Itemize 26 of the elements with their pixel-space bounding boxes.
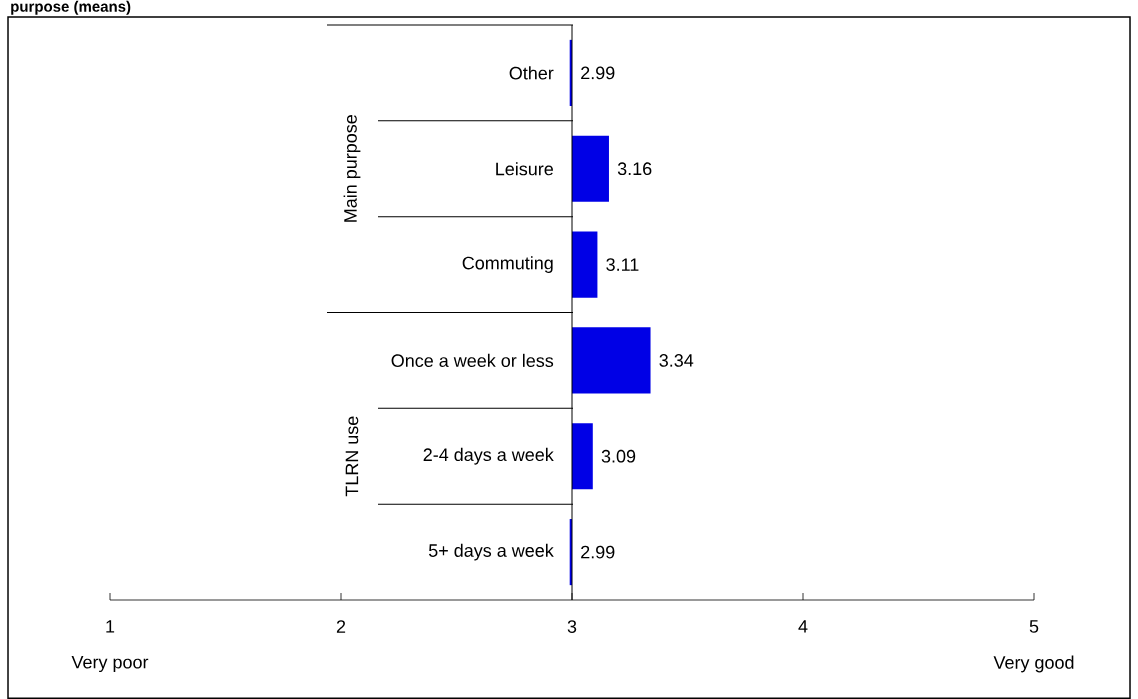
- y-tick-label: Other: [509, 66, 554, 80]
- data-label: 2.99: [581, 66, 615, 80]
- bar: [572, 327, 651, 394]
- data-label: 3.11: [606, 258, 639, 271]
- chart-title: purpose (means): [11, 0, 131, 15]
- data-label: 2.99: [581, 545, 615, 559]
- data-label: 3.34: [659, 354, 694, 367]
- data-label: 3.16: [617, 162, 652, 176]
- x-tick-label: 4: [798, 620, 808, 633]
- text: Very good: [993, 655, 1074, 673]
- y-tick-label: Leisure: [496, 162, 553, 176]
- annotation: TLRN use: [345, 416, 359, 497]
- x-tick-label: 2: [336, 620, 346, 633]
- x-tick-label: 5: [1029, 620, 1039, 633]
- data-label: 3.09: [601, 449, 636, 463]
- bar: [572, 231, 598, 298]
- y-tick-label: Once a week or less: [391, 353, 554, 368]
- y-tick-label: 2-4 days a week: [423, 447, 554, 465]
- text: Very poor: [71, 655, 149, 673]
- y-tick-label: Commuting: [462, 256, 553, 273]
- annotation: Main purpose: [343, 115, 361, 222]
- x-tick-label: 1: [106, 620, 115, 633]
- bar: [572, 423, 593, 490]
- y-tick-label: 5+ days a week: [428, 543, 554, 561]
- x-tick-label: 3: [567, 620, 577, 633]
- bar: [572, 135, 609, 202]
